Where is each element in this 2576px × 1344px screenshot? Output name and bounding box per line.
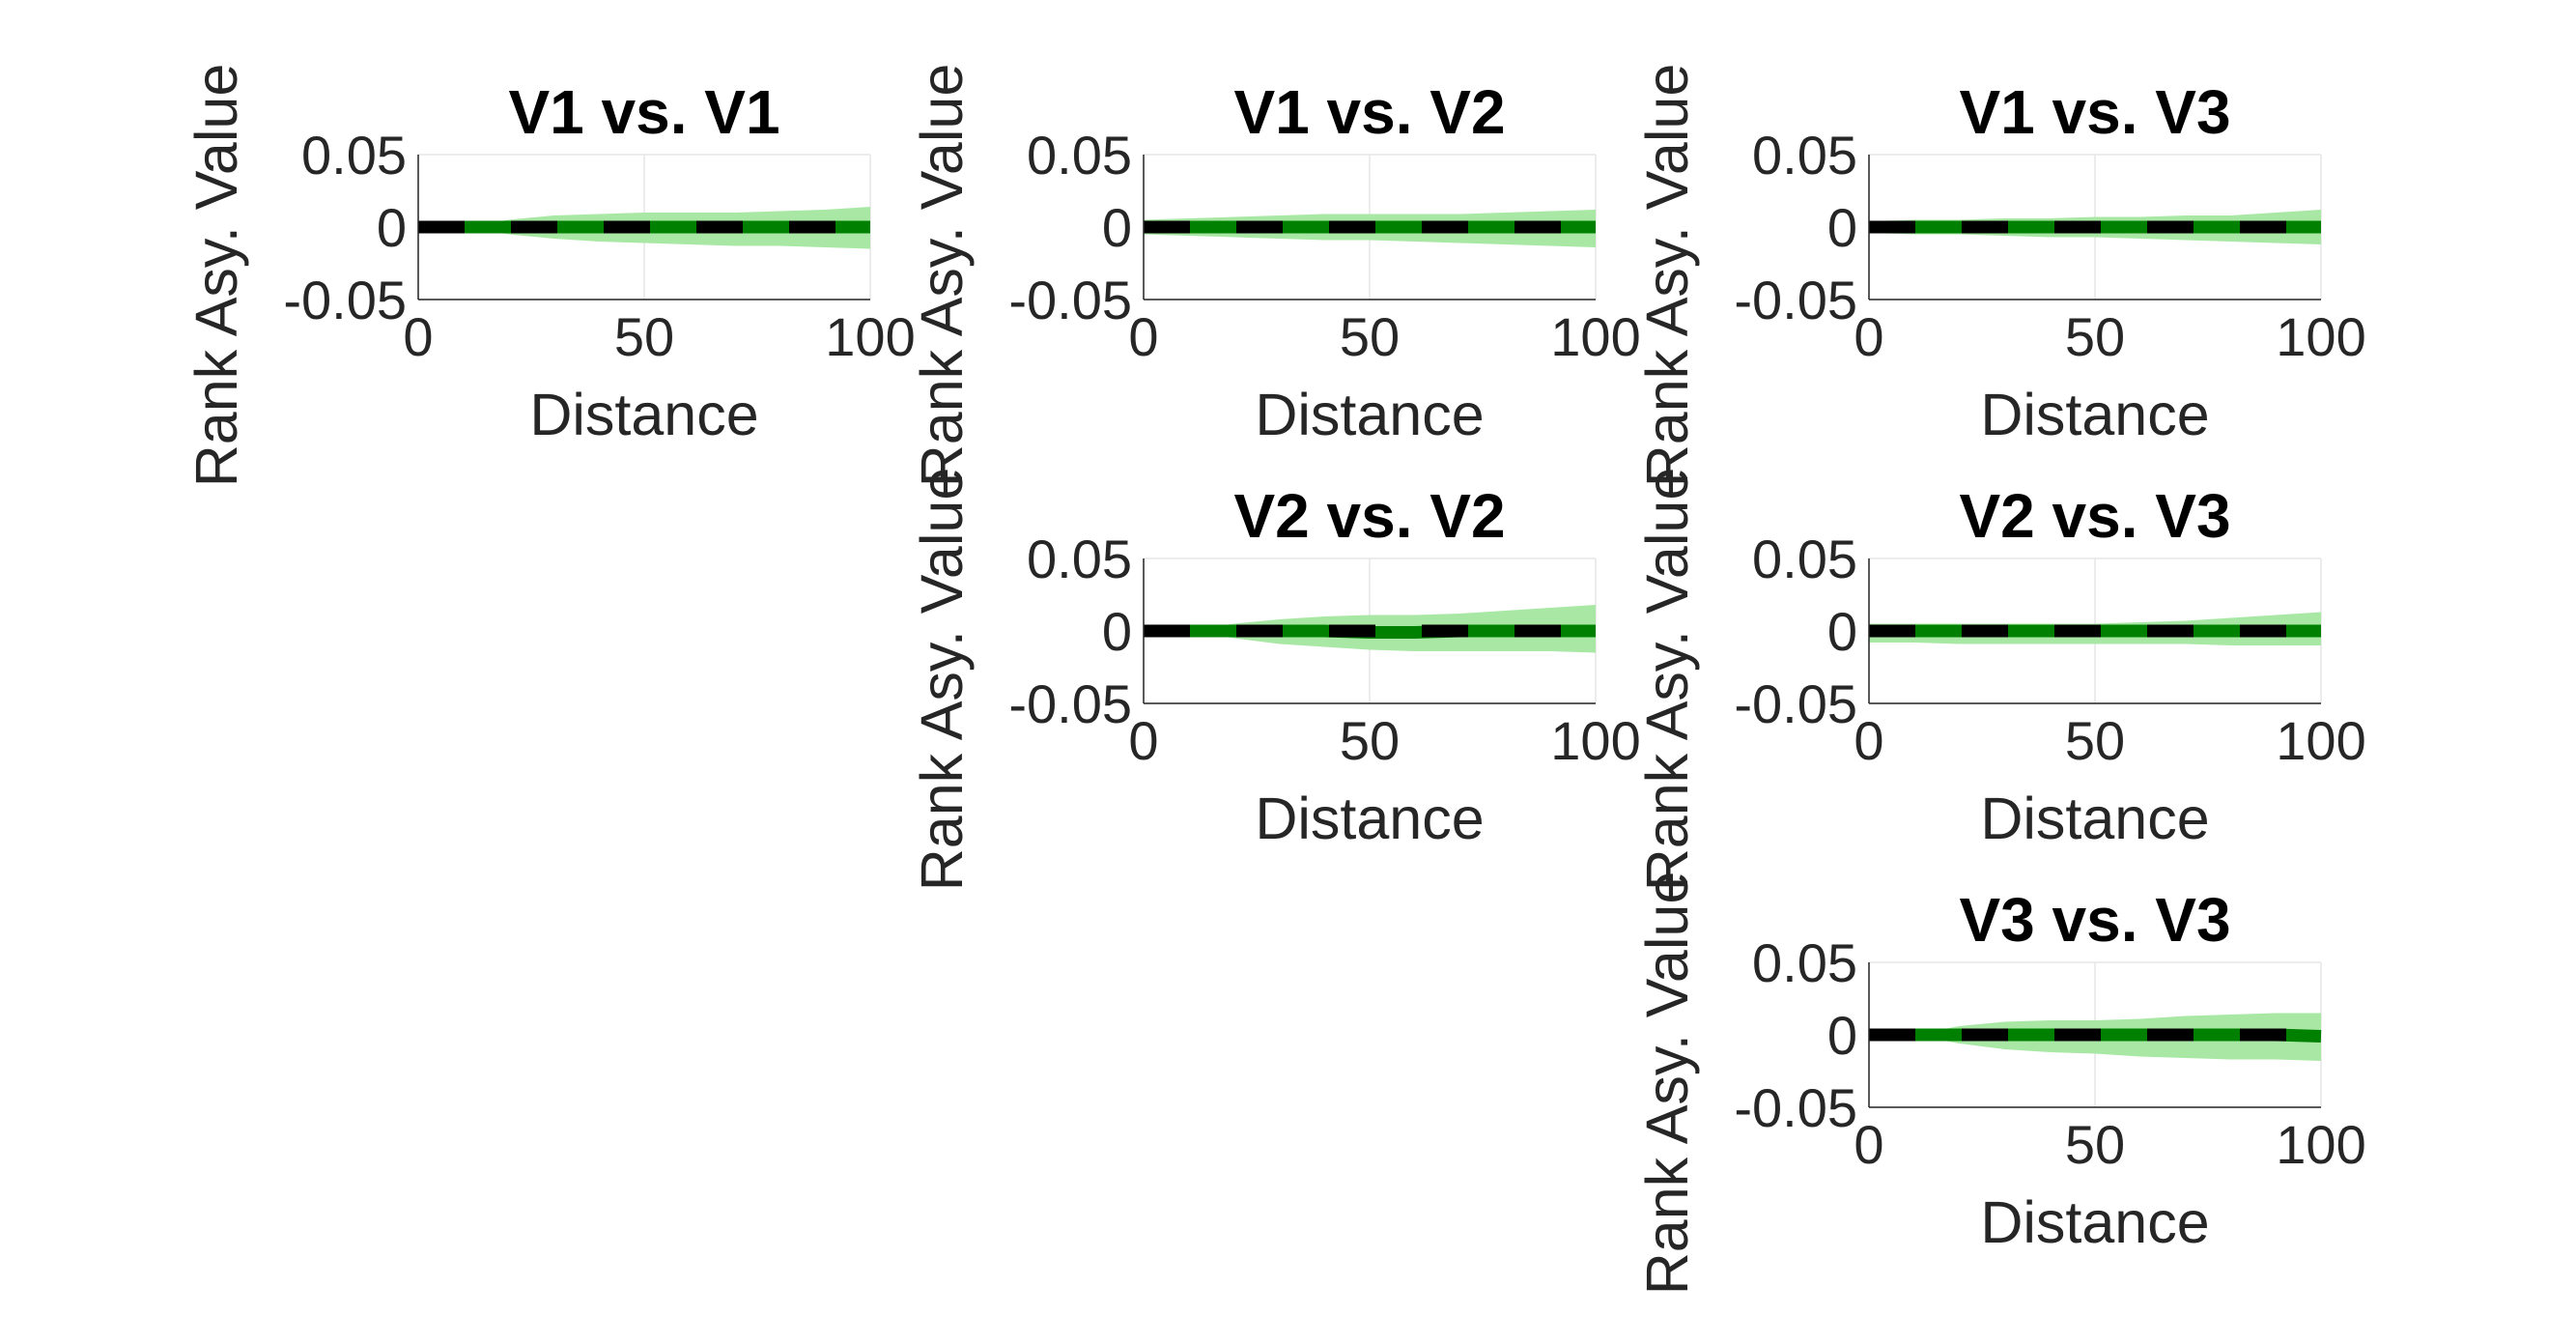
x-tick-label: 50 (1340, 710, 1400, 771)
x-tick-label: 100 (825, 306, 915, 367)
y-tick-label: 0 (1102, 197, 1132, 258)
y-tick-label: -0.05 (283, 270, 407, 330)
x-tick-label: 0 (1854, 1114, 1883, 1175)
x-tick-label: 50 (2065, 1114, 2125, 1175)
y-axis-label: Rank Asy. Value (1634, 872, 1700, 1296)
subplot-title: V2 vs. V2 (1233, 481, 1505, 551)
y-axis-label: Rank Asy. Value (909, 468, 975, 892)
x-tick-label: 0 (1854, 306, 1883, 367)
x-axis-label: Distance (1255, 382, 1484, 447)
x-tick-label: 100 (1550, 306, 1640, 367)
x-axis-label: Distance (1255, 786, 1484, 851)
y-tick-label: 0 (1827, 601, 1857, 662)
y-tick-label: 0.05 (1027, 125, 1132, 186)
y-tick-label: 0 (1827, 1005, 1857, 1066)
y-tick-label: -0.05 (1008, 270, 1132, 330)
y-tick-label: 0.05 (1752, 529, 1857, 589)
y-tick-label: 0 (377, 197, 407, 258)
subplot-title: V2 vs. V3 (1959, 481, 2230, 551)
subplot-title: V1 vs. V1 (508, 77, 779, 147)
y-axis-label: Rank Asy. Value (1634, 468, 1700, 892)
x-axis-label: Distance (1980, 786, 2209, 851)
x-tick-label: 50 (614, 306, 674, 367)
y-tick-label: 0 (1102, 601, 1132, 662)
x-axis-label: Distance (1980, 382, 2209, 447)
x-tick-label: 0 (1854, 710, 1883, 771)
y-tick-label: -0.05 (1734, 673, 1857, 734)
x-tick-label: 100 (1550, 710, 1640, 771)
y-tick-label: 0.05 (301, 125, 407, 186)
y-axis-label: Rank Asy. Value (909, 64, 975, 488)
x-tick-label: 0 (1128, 710, 1158, 771)
y-tick-label: -0.05 (1734, 270, 1857, 330)
y-tick-label: -0.05 (1008, 673, 1132, 734)
x-tick-label: 0 (403, 306, 433, 367)
subplot-title: V3 vs. V3 (1959, 885, 2230, 955)
y-tick-label: 0.05 (1752, 125, 1857, 186)
y-axis-label: Rank Asy. Value (1634, 64, 1700, 488)
x-tick-label: 50 (2065, 306, 2125, 367)
x-tick-label: 0 (1128, 306, 1158, 367)
x-tick-label: 100 (2276, 1114, 2365, 1175)
x-tick-label: 50 (1340, 306, 1400, 367)
subplot-title: V1 vs. V2 (1233, 77, 1505, 147)
x-axis-label: Distance (1980, 1189, 2209, 1255)
x-axis-label: Distance (529, 382, 758, 447)
x-tick-label: 100 (2276, 306, 2365, 367)
y-tick-label: 0.05 (1752, 932, 1857, 993)
y-tick-label: 0.05 (1027, 529, 1132, 589)
y-tick-label: -0.05 (1734, 1077, 1857, 1138)
y-tick-label: 0 (1827, 197, 1857, 258)
x-tick-label: 50 (2065, 710, 2125, 771)
x-tick-label: 100 (2276, 710, 2365, 771)
y-axis-label: Rank Asy. Value (184, 64, 249, 488)
subplot-title: V1 vs. V3 (1959, 77, 2230, 147)
